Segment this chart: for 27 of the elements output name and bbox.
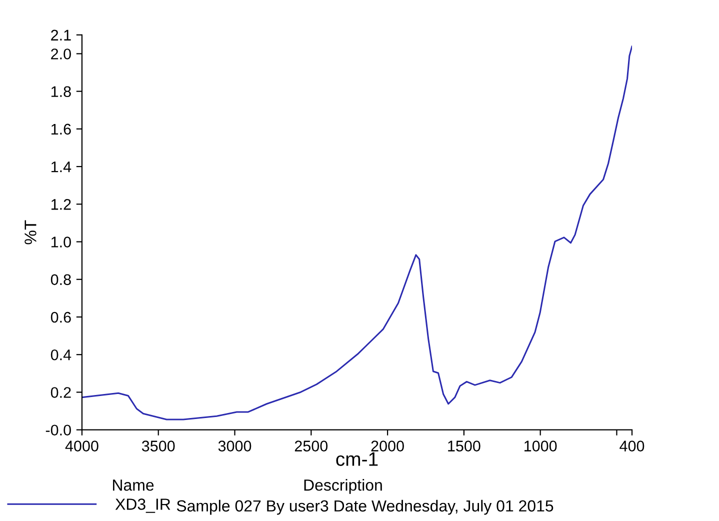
x-tick-label: 2000 xyxy=(371,440,404,452)
y-tick-label: 1.0 xyxy=(51,236,71,248)
text: Description xyxy=(304,479,382,494)
y-tick-label: 1.4 xyxy=(51,162,72,172)
y-tick-label: 1.8 xyxy=(51,86,71,98)
x-tick-label: 4000 xyxy=(65,440,98,452)
x-tick-label: 1500 xyxy=(448,440,480,452)
x-axis-title: cm-1 xyxy=(336,452,378,466)
x-tick-label: 3000 xyxy=(218,440,252,452)
text: Sample 027 By user3 Date Wednesday, July 01 2015 xyxy=(176,500,554,515)
y-tick-label: 0.6 xyxy=(50,312,71,323)
line-series xyxy=(82,46,632,420)
x-tick-label: 2500 xyxy=(294,440,328,452)
y-tick-label: 0.2 xyxy=(50,387,71,398)
x-tick-label: 3500 xyxy=(142,440,175,452)
y-tick-label: 2.0 xyxy=(51,48,71,60)
y-tick-label: 2.1 xyxy=(51,30,71,40)
y-tick-label: 1.2 xyxy=(51,199,71,210)
y-tick-label: -0.0 xyxy=(46,424,71,436)
text: XD3_IR xyxy=(115,498,170,513)
x-tick-label: 400 xyxy=(620,440,644,452)
y-tick-label: 0.8 xyxy=(50,274,71,286)
y-tick-label: 0.4 xyxy=(50,349,72,360)
text: Name xyxy=(113,480,154,491)
y-tick-label: 1.6 xyxy=(51,124,71,135)
x-tick-label: 1000 xyxy=(524,440,557,452)
y-axis-title: %T xyxy=(24,220,36,244)
